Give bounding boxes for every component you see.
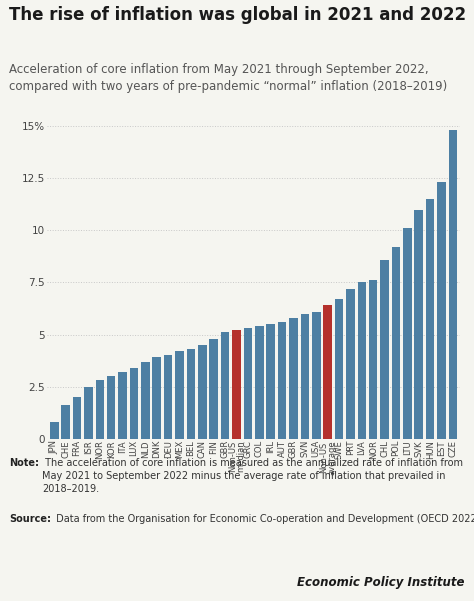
Bar bbox=[221, 332, 229, 439]
Bar bbox=[266, 324, 275, 439]
Text: The acceleration of core inflation is measured as the annualized rate of inflati: The acceleration of core inflation is me… bbox=[42, 458, 463, 494]
Text: The rise of inflation was global in 2021 and 2022: The rise of inflation was global in 2021… bbox=[9, 6, 466, 24]
Bar bbox=[357, 282, 366, 439]
Bar bbox=[426, 199, 435, 439]
Bar bbox=[278, 322, 286, 439]
Bar bbox=[255, 326, 264, 439]
Bar bbox=[335, 299, 343, 439]
Bar bbox=[164, 355, 173, 439]
Bar bbox=[414, 210, 423, 439]
Bar bbox=[84, 386, 93, 439]
Bar bbox=[130, 368, 138, 439]
Bar bbox=[289, 318, 298, 439]
Bar bbox=[210, 339, 218, 439]
Bar bbox=[369, 281, 377, 439]
Bar bbox=[153, 358, 161, 439]
Bar bbox=[198, 345, 207, 439]
Text: Note:: Note: bbox=[9, 458, 39, 468]
Text: Acceleration of core inflation from May 2021 through September 2022,
compared wi: Acceleration of core inflation from May … bbox=[9, 63, 448, 93]
Bar bbox=[403, 228, 411, 439]
Text: Data from the Organisation for Economic Co-operation and Development (OECD 2022): Data from the Organisation for Economic … bbox=[53, 514, 474, 524]
Text: Source:: Source: bbox=[9, 514, 52, 524]
Bar bbox=[50, 422, 58, 439]
Bar bbox=[232, 331, 241, 439]
Bar bbox=[175, 351, 184, 439]
Bar bbox=[73, 397, 81, 439]
Bar bbox=[301, 314, 309, 439]
Bar bbox=[118, 372, 127, 439]
Bar bbox=[141, 362, 150, 439]
Bar bbox=[244, 328, 252, 439]
Bar bbox=[187, 349, 195, 439]
Bar bbox=[392, 247, 400, 439]
Text: Economic Policy Institute: Economic Policy Institute bbox=[297, 576, 465, 589]
Bar bbox=[380, 260, 389, 439]
Bar bbox=[449, 130, 457, 439]
Bar bbox=[61, 406, 70, 439]
Bar bbox=[438, 183, 446, 439]
Bar bbox=[346, 288, 355, 439]
Bar bbox=[312, 312, 320, 439]
Bar bbox=[96, 380, 104, 439]
Bar bbox=[107, 376, 116, 439]
Bar bbox=[323, 305, 332, 439]
